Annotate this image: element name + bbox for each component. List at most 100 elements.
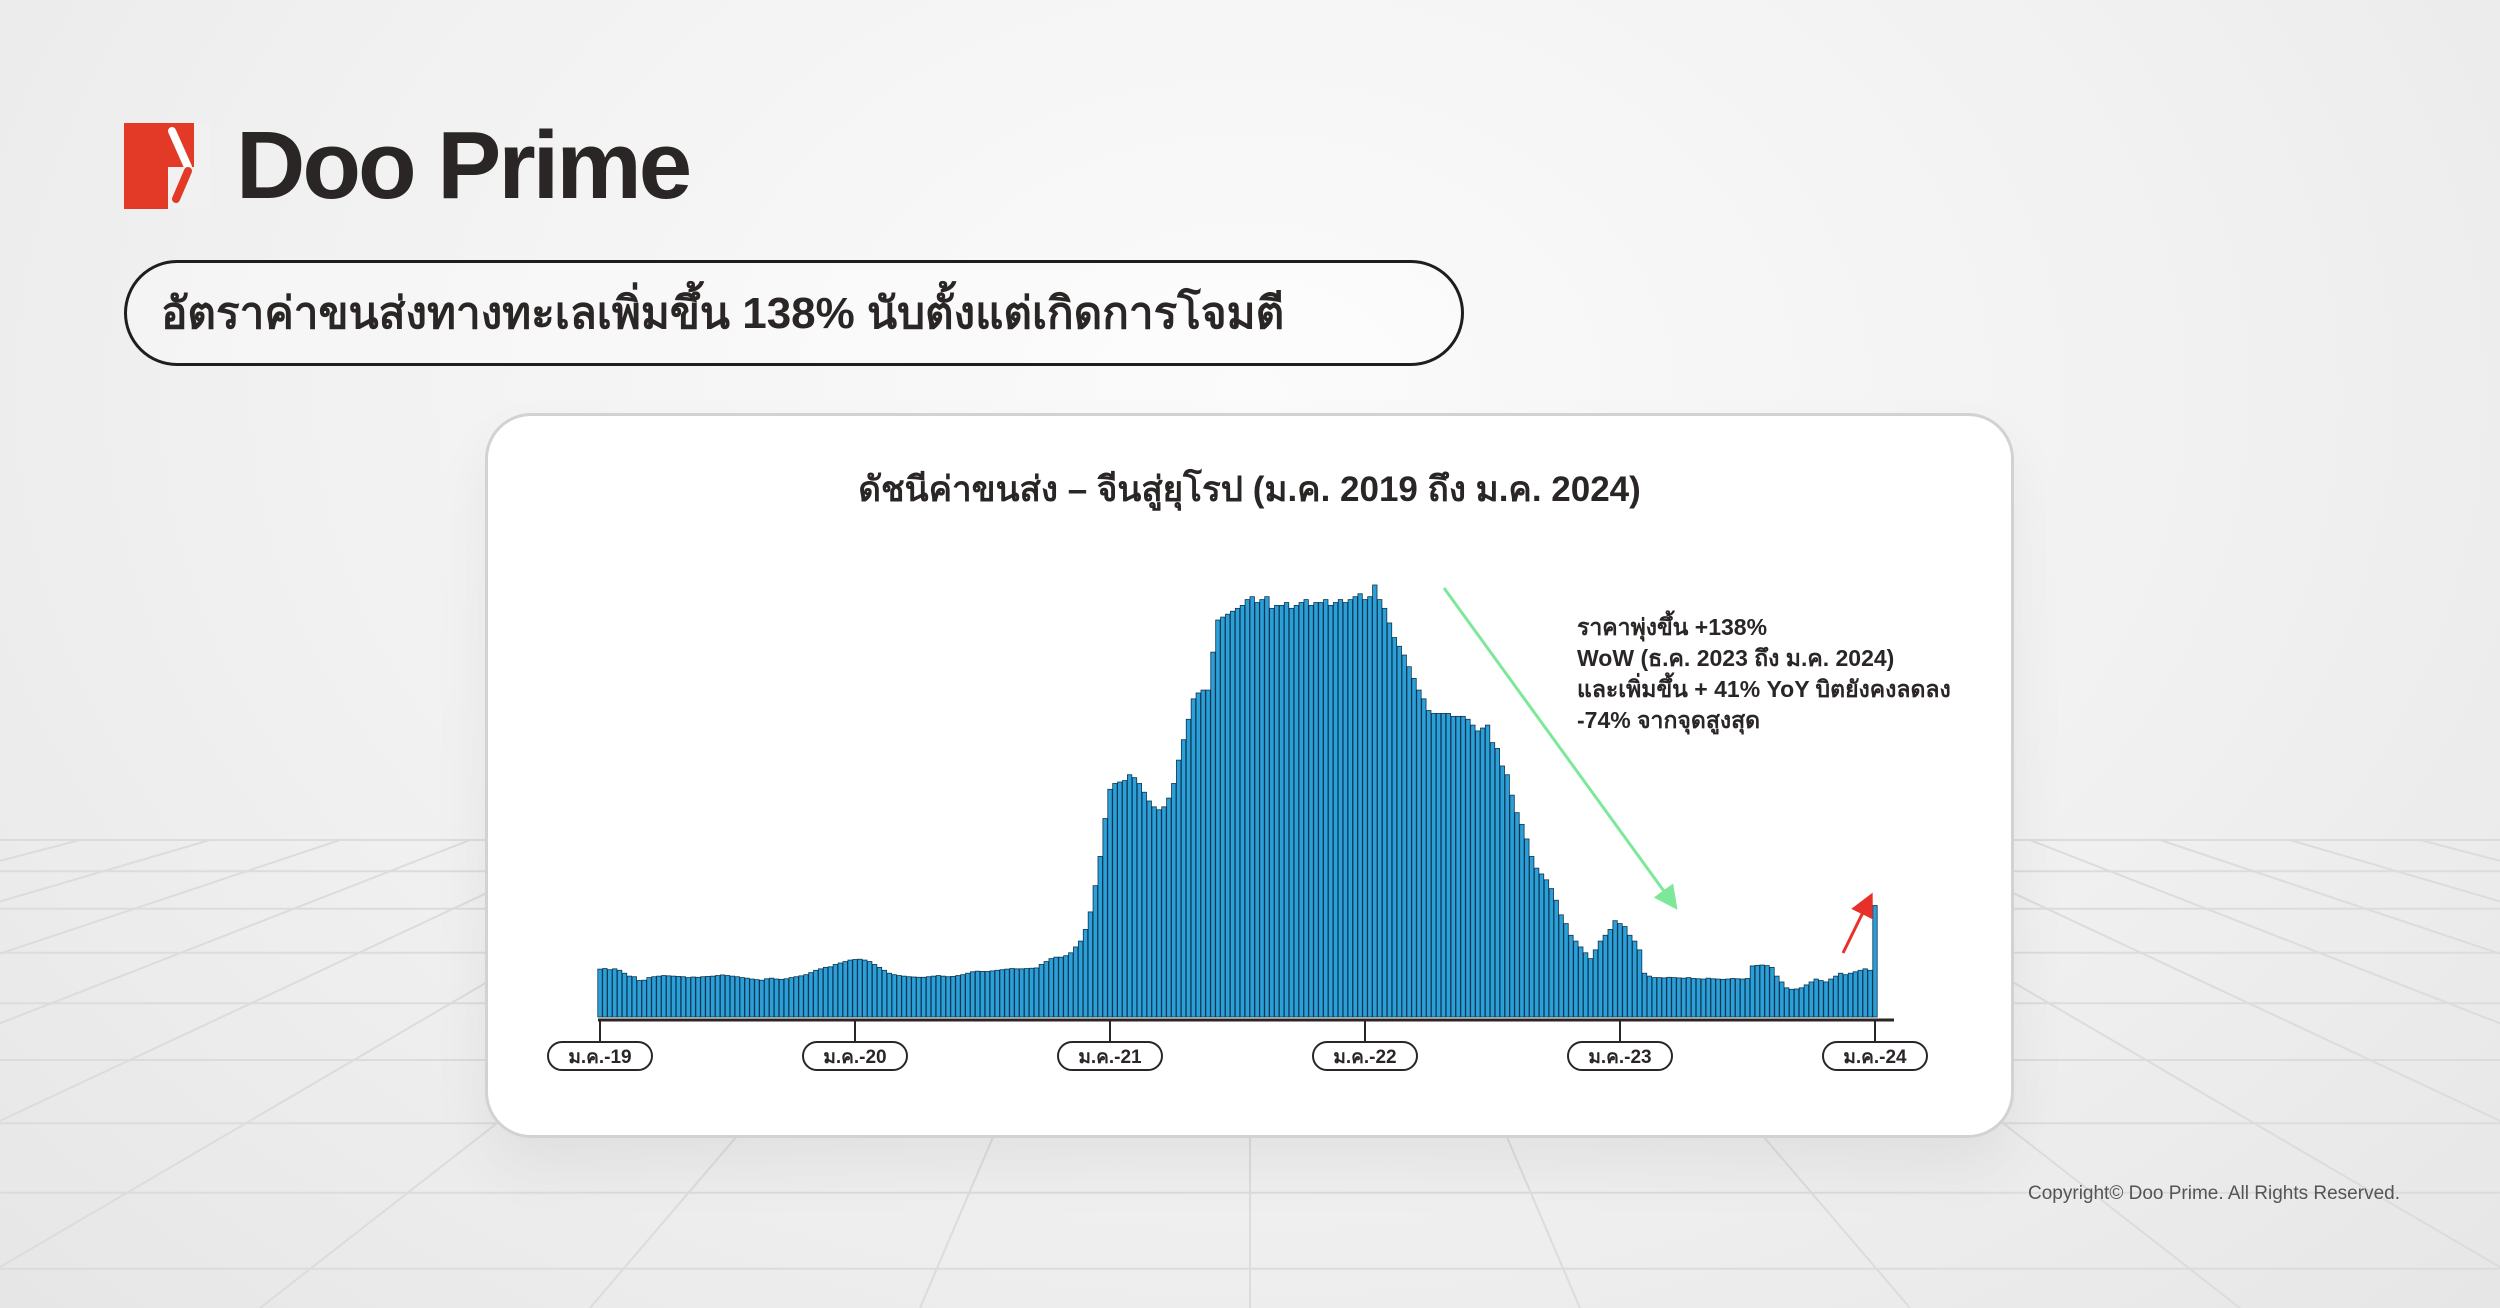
- bar: [965, 972, 971, 1018]
- x-tick-pill: [1057, 1041, 1163, 1071]
- bar: [1715, 978, 1721, 1018]
- bar: [940, 975, 946, 1018]
- bar: [1166, 797, 1172, 1018]
- bar: [1690, 978, 1697, 1018]
- bar: [1156, 809, 1162, 1018]
- bar: [1637, 949, 1643, 1018]
- bar: [1529, 856, 1535, 1018]
- bar: [1700, 978, 1706, 1018]
- bar: [1612, 920, 1618, 1018]
- bar: [808, 972, 814, 1018]
- bar: [1754, 964, 1760, 1018]
- bar: [1092, 885, 1098, 1018]
- bar: [1749, 965, 1756, 1018]
- bar: [911, 976, 917, 1018]
- grid-line: [1899, 839, 2500, 1122]
- bar: [872, 964, 878, 1018]
- bar: [1151, 806, 1157, 1018]
- bar: [793, 976, 799, 1018]
- bar: [891, 974, 897, 1018]
- bar: [744, 977, 750, 1018]
- bar: [1823, 981, 1829, 1018]
- bar: [1509, 794, 1515, 1018]
- bar: [1406, 666, 1412, 1018]
- bar: [876, 966, 883, 1018]
- bar: [1283, 602, 1290, 1018]
- bar: [867, 961, 873, 1018]
- bar: [1161, 806, 1167, 1018]
- bar: [1416, 689, 1422, 1018]
- bar: [1254, 602, 1260, 1018]
- bar: [1475, 730, 1481, 1018]
- x-tick-label: ม.ค.-19: [568, 1047, 631, 1068]
- bar: [1342, 602, 1348, 1018]
- x-tick-pill: [1312, 1041, 1418, 1071]
- bar: [1396, 645, 1402, 1018]
- bar: [1293, 605, 1299, 1018]
- bar: [1362, 599, 1368, 1018]
- bar: [1352, 596, 1358, 1018]
- bar: [1195, 692, 1201, 1018]
- bar: [989, 970, 995, 1018]
- bar: [1744, 978, 1751, 1018]
- bar: [950, 976, 956, 1018]
- bar: [1024, 968, 1030, 1018]
- bar: [1460, 715, 1466, 1018]
- bar: [1136, 783, 1143, 1018]
- bar: [1828, 978, 1834, 1018]
- bars: [597, 584, 1878, 1018]
- x-tick-label: ม.ค.-20: [823, 1047, 886, 1068]
- bar: [670, 975, 677, 1018]
- bar: [788, 977, 794, 1018]
- bar: [818, 968, 824, 1018]
- bar: [881, 969, 888, 1018]
- x-tick-pill: [547, 1041, 653, 1071]
- bar: [739, 977, 745, 1018]
- bar: [724, 975, 731, 1018]
- bar: [1279, 605, 1285, 1018]
- bar: [1489, 742, 1496, 1018]
- bar: [1573, 940, 1579, 1018]
- bar: [1239, 605, 1246, 1018]
- bar: [1852, 971, 1858, 1018]
- bar: [1622, 926, 1628, 1018]
- bar: [1087, 911, 1093, 1018]
- bar: [685, 977, 691, 1018]
- bar: [916, 976, 922, 1018]
- brand-name: Doo Prime: [236, 112, 692, 219]
- headline-text: อัตราค่าขนส่งทางทะเลเพิ่มขึ้น 138% นับตั…: [161, 289, 1285, 338]
- bar: [906, 976, 912, 1018]
- bar: [1386, 622, 1393, 1018]
- bar: [1514, 812, 1520, 1018]
- bar: [1548, 888, 1554, 1018]
- bar: [1372, 584, 1378, 1018]
- bar: [1068, 952, 1074, 1018]
- bar: [1739, 978, 1746, 1018]
- bar: [764, 978, 770, 1018]
- bar: [1480, 727, 1486, 1018]
- bar: [1367, 596, 1373, 1018]
- bar: [636, 980, 642, 1018]
- bar: [974, 970, 981, 1018]
- bar: [1818, 980, 1824, 1018]
- bar: [1048, 958, 1054, 1018]
- bar: [1666, 976, 1672, 1018]
- bar: [1857, 969, 1863, 1018]
- bar: [1382, 607, 1388, 1018]
- bar: [960, 974, 966, 1018]
- bar: [1779, 981, 1785, 1018]
- bar: [1303, 599, 1309, 1018]
- bar: [1043, 961, 1049, 1018]
- bar: [901, 975, 907, 1018]
- bar: [1313, 602, 1319, 1018]
- bar: [1264, 596, 1270, 1018]
- bar: [1053, 956, 1059, 1018]
- bar: [621, 972, 628, 1018]
- bar: [930, 975, 937, 1018]
- bar: [1190, 698, 1196, 1018]
- bar: [607, 969, 613, 1018]
- bar: [646, 977, 652, 1018]
- x-tick-label: ม.ค.-21: [1078, 1047, 1142, 1068]
- bar: [1833, 975, 1839, 1018]
- bar: [1220, 616, 1226, 1018]
